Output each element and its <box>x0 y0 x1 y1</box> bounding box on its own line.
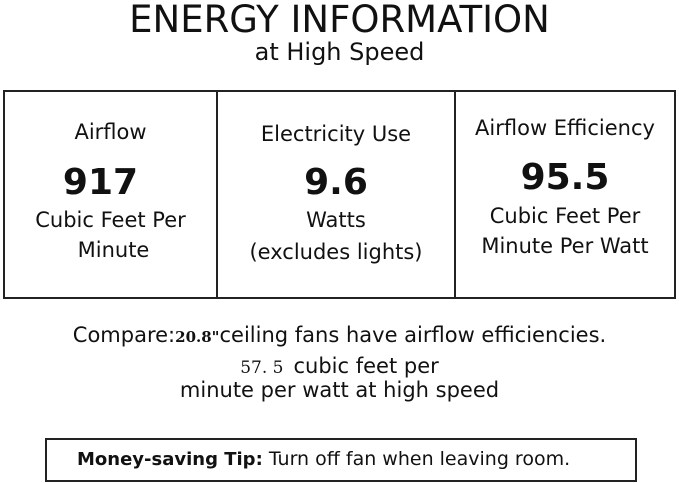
compare-line2: 57. 5 cubic feet per <box>0 354 679 378</box>
metric-efficiency: Airflow Efficiency 95.5 Cubic Feet Per M… <box>456 92 674 297</box>
metric-label: Airflow <box>74 120 147 144</box>
metric-electricity: Electricity Use 9.6 Watts (excludes ligh… <box>218 92 456 297</box>
metric-unit-line2: Minute Per Watt <box>481 234 649 258</box>
page-title: ENERGY INFORMATION <box>129 0 550 41</box>
compare-line3: minute per watt at high speed <box>179 378 500 402</box>
metrics-table: Airflow 917 Cubic Feet Per Minute Electr… <box>3 90 676 299</box>
compare-value: 57. 5 <box>240 358 284 378</box>
metric-label: Airflow Efficiency <box>475 116 655 140</box>
tip-label: Money-saving Tip: <box>77 449 263 470</box>
metric-unit-line1: Watts <box>306 208 366 232</box>
compare-line1: Compare:20.8"ceiling fans have airflow e… <box>0 323 679 347</box>
metric-unit-line1: Cubic Feet Per <box>35 208 186 232</box>
metric-value: 917 <box>62 162 139 203</box>
metric-value: 95.5 <box>520 157 610 198</box>
tip-text: Turn off fan when leaving room. <box>268 448 571 470</box>
compare-prefix: Compare: <box>72 323 176 347</box>
metric-unit-line1: Cubic Feet Per <box>489 204 641 228</box>
compare-line1-text: ceiling fans have airflow efficiencies. <box>219 323 607 347</box>
compare-line2-text: cubic feet per <box>293 354 439 378</box>
money-saving-tip: Money-saving Tip: Turn off fan when leav… <box>45 438 637 482</box>
compare-size: 20.8" <box>175 328 220 346</box>
metric-unit-line2: (excludes lights) <box>249 240 423 264</box>
metric-airflow: Airflow 917 Cubic Feet Per Minute <box>5 92 218 297</box>
metric-label: Electricity Use <box>260 122 412 146</box>
page-subtitle: at High Speed <box>254 38 425 66</box>
metric-value: 9.6 <box>304 162 368 203</box>
metric-unit-line2: Minute <box>77 238 150 262</box>
